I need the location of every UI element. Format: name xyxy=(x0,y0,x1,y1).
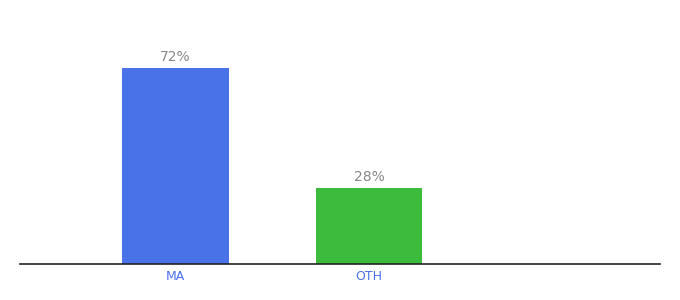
Bar xyxy=(122,68,228,264)
Text: 28%: 28% xyxy=(354,170,384,184)
Bar xyxy=(316,188,422,264)
Text: 72%: 72% xyxy=(160,50,190,64)
